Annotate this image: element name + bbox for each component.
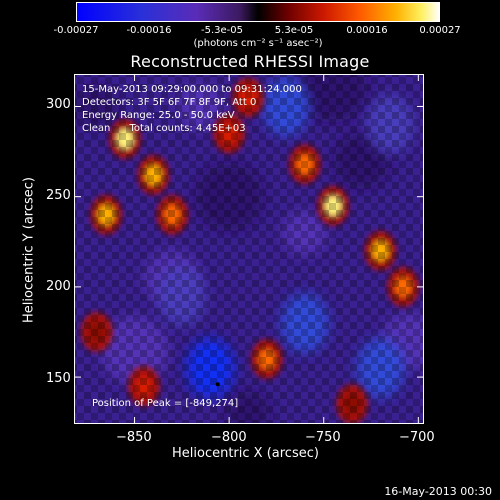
colorbar-tick-label: 0.00027 xyxy=(419,25,461,36)
y-tick-label: 250 xyxy=(46,188,71,203)
colorbar-tick-label: -0.00016 xyxy=(126,25,172,36)
info-clean-counts: Clean Total counts: 4.45E+03 xyxy=(82,123,246,134)
x-tick-label: −850 xyxy=(116,430,152,445)
colorbar-units: (photons cm⁻² s⁻¹ asec⁻²) xyxy=(193,38,323,49)
colorbar-tick-label: 0.00016 xyxy=(346,25,388,36)
y-tick-label: 150 xyxy=(46,371,71,386)
peak-marker xyxy=(215,382,220,387)
x-tick-label: −800 xyxy=(211,430,247,445)
info-energy-range: Energy Range: 25.0 - 50.0 keV xyxy=(82,110,235,121)
info-detectors: Detectors: 3F 5F 6F 7F 8F 9F, Att 0 xyxy=(82,97,257,108)
colorbar xyxy=(76,2,440,22)
colorbar-tick-label: -0.00027 xyxy=(53,25,99,36)
chart-title: Reconstructed RHESSI Image xyxy=(130,52,370,71)
x-tick-label: −750 xyxy=(305,430,341,445)
y-tick-label: 200 xyxy=(46,279,71,294)
footer-timestamp: 16-May-2013 00:30 xyxy=(384,485,492,498)
x-axis-label: Heliocentric X (arcsec) xyxy=(172,446,319,461)
y-axis-label: Heliocentric Y (arcsec) xyxy=(21,177,37,323)
colorbar-tick-label: -5.3e-05 xyxy=(201,25,243,36)
peak-position-text: Position of Peak = [-849,274] xyxy=(92,398,239,409)
x-tick-label: −700 xyxy=(399,430,435,445)
colorbar-tick-label: 5.3e-05 xyxy=(274,25,314,36)
y-tick-label: 300 xyxy=(46,97,71,112)
info-time-range: 15-May-2013 09:29:00.000 to 09:31:24.000 xyxy=(82,84,302,95)
